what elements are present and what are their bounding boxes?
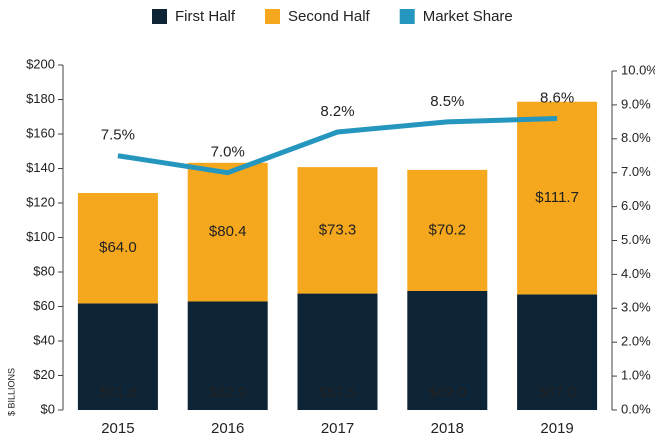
data-label: $67.5 — [319, 384, 357, 401]
legend-label: Market Share — [423, 8, 513, 25]
x-tick-label: 2019 — [540, 420, 573, 437]
y-tick-label: $0 — [41, 401, 55, 416]
data-label: $69.0 — [429, 384, 467, 401]
x-tick-label: 2018 — [431, 420, 464, 437]
y-axis-label: $ BILLIONS — [6, 368, 16, 416]
legend-label: First Half — [175, 8, 236, 25]
line — [117, 115, 558, 176]
y-tick-label: $200 — [26, 56, 55, 71]
bar-segment — [187, 301, 268, 410]
y2-tick-label: 2.0% — [621, 334, 651, 349]
y2-tick-label: 4.0% — [621, 266, 651, 281]
bar-segment — [77, 192, 158, 304]
data-label: $62.9 — [209, 384, 247, 401]
y2-tick-label: 8.0% — [621, 130, 651, 145]
y-tick-label: $20 — [33, 367, 55, 382]
y-tick-label: $120 — [26, 194, 55, 209]
legend-swatch — [399, 9, 415, 24]
data-label: $73.3 — [319, 221, 357, 238]
legend-swatch — [265, 9, 280, 24]
y2-tick-label: 5.0% — [621, 232, 651, 247]
bar-segment — [187, 162, 268, 302]
x-tick-label: 2016 — [211, 420, 244, 437]
bar-segment — [407, 290, 488, 410]
line-label: 8.5% — [430, 93, 464, 110]
line-label: 7.0% — [211, 144, 245, 161]
data-label: $67.0 — [538, 384, 576, 401]
bar-segment — [517, 101, 598, 295]
bar-segment — [77, 303, 158, 410]
y-tick-label: $40 — [33, 332, 55, 347]
x-tick-label: 2015 — [101, 420, 134, 437]
bar-segment — [517, 294, 598, 410]
bar-segment — [297, 293, 378, 410]
y2-tick-label: 1.0% — [621, 368, 651, 383]
y2-tick-label: 0.0% — [621, 401, 651, 416]
data-label: $70.2 — [429, 221, 467, 238]
legend-swatch — [152, 9, 167, 24]
bar-segment — [297, 167, 378, 294]
y-tick-label: $180 — [26, 91, 55, 106]
y-tick-label: $80 — [33, 263, 55, 278]
data-label: $64.0 — [99, 239, 137, 256]
y2-tick-label: 7.0% — [621, 164, 651, 179]
y2-tick-label: 3.0% — [621, 300, 651, 315]
y2-tick-label: 10.0% — [621, 62, 655, 77]
y-tick-label: $60 — [33, 298, 55, 313]
y-tick-label: $100 — [26, 229, 55, 244]
y-tick-label: $140 — [26, 160, 55, 175]
x-tick-label: 2017 — [321, 420, 354, 437]
y2-tick-label: 6.0% — [621, 198, 651, 213]
legend-label: Second Half — [288, 8, 371, 25]
line-label: 8.6% — [540, 89, 574, 106]
y-tick-label: $160 — [26, 125, 55, 140]
data-label: $111.7 — [535, 189, 579, 206]
line-label: 8.2% — [320, 103, 354, 120]
y2-tick-label: 9.0% — [621, 96, 651, 111]
data-label: $61.8 — [99, 384, 137, 401]
line-label: 7.5% — [101, 127, 135, 144]
bar-segment — [407, 169, 488, 291]
data-label: $80.4 — [209, 223, 247, 240]
